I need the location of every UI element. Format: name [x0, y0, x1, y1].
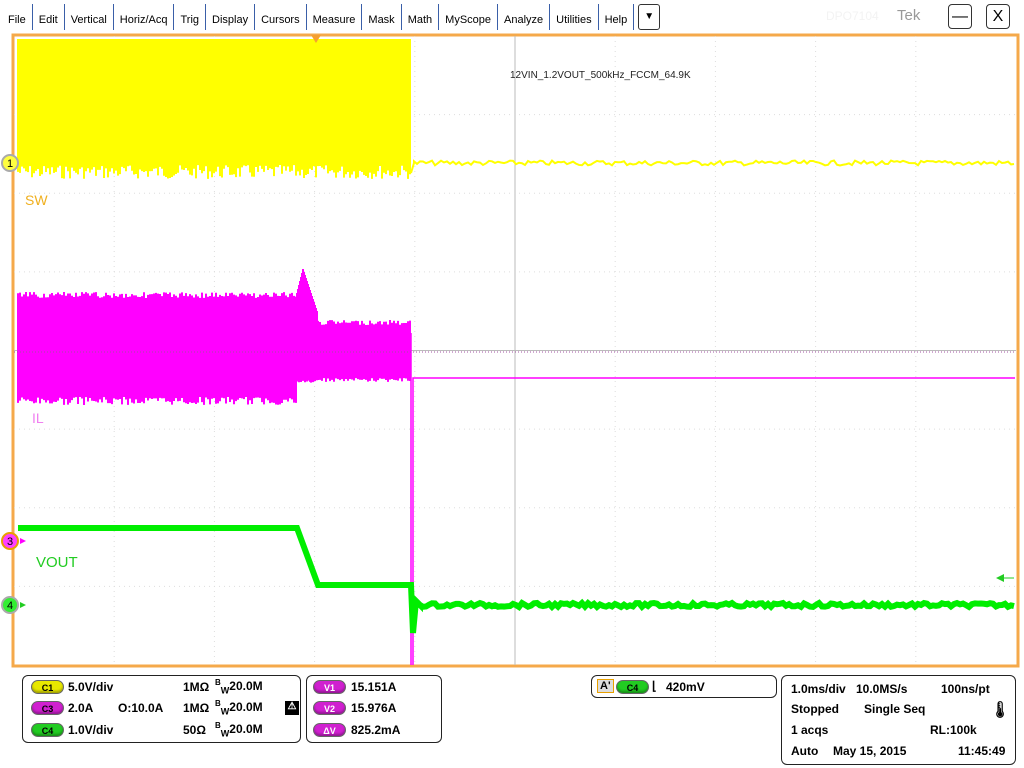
menu-more-button[interactable]: ▼ [638, 3, 661, 30]
thermometer-icon: 🌡 [990, 702, 1011, 719]
ch4-waveform [18, 525, 1015, 634]
close-button[interactable]: X [986, 4, 1010, 29]
menu-edit[interactable]: Edit [33, 3, 65, 30]
cursor-v2[interactable]: V2 15.976A [313, 701, 396, 715]
trigger-position-marker[interactable] [311, 35, 321, 43]
menu-horiz-acq[interactable]: Horiz/Acq [114, 3, 175, 30]
svg-text:4: 4 [7, 600, 13, 612]
menu-measure[interactable]: Measure [307, 3, 363, 30]
channel-c3-readout[interactable]: C3 2.0A O:10.0A 1MΩ BW20.0M ⚠ [31, 699, 299, 717]
menu-cursors[interactable]: Cursors [255, 3, 307, 30]
label-il: IL [32, 410, 44, 426]
ch1-marker[interactable]: 1 [1, 154, 19, 172]
label-vout: VOUT [36, 554, 78, 571]
acquisition-readout-panel[interactable]: 1.0ms/div 10.0MS/s 100ns/pt Stopped Sing… [781, 675, 1016, 765]
model-name: DPO7104 [826, 9, 879, 23]
menu-file[interactable]: File [0, 3, 33, 30]
channel-c4-readout[interactable]: C4 1.0V/div 50Ω BW20.0M [31, 721, 263, 739]
ch4-marker[interactable]: 4 [1, 596, 26, 614]
menu-bar: File Edit Vertical Horiz/Acq Trig Displa… [0, 0, 1024, 33]
menu-analyze[interactable]: Analyze [498, 3, 551, 30]
waveform-display[interactable]: 12VIN_1.2VOUT_500kHz_FCCM_64.9K SW IL VO… [0, 33, 1024, 673]
menu-vertical[interactable]: Vertical [65, 3, 114, 30]
warning-icon: ⚠ [285, 701, 299, 715]
ch3-marker[interactable]: 3 [1, 532, 26, 550]
label-sw: SW [25, 192, 48, 208]
svg-text:3: 3 [7, 536, 13, 548]
menu-trig[interactable]: Trig [174, 3, 207, 30]
screen-annotation: 12VIN_1.2VOUT_500kHz_FCCM_64.9K [510, 70, 691, 81]
menu-myscope[interactable]: MyScope [439, 3, 499, 30]
c1-badge[interactable]: C1 [31, 680, 64, 694]
menu-math[interactable]: Math [402, 3, 440, 30]
falling-edge-icon: ⌊ [652, 679, 657, 693]
c4-badge[interactable]: C4 [31, 723, 64, 737]
cursor-readout-panel: V1 15.151A V2 15.976A ΔV 825.2mA [306, 675, 442, 743]
cursor-v1[interactable]: V1 15.151A [313, 680, 396, 694]
svg-text:1: 1 [7, 158, 13, 170]
tek-logo: Tek [897, 7, 921, 24]
trigger-level-marker[interactable] [996, 574, 1004, 582]
cursor-delta[interactable]: ΔV 825.2mA [313, 723, 400, 737]
minimize-button[interactable]: — [948, 4, 972, 29]
menu-help[interactable]: Help [599, 3, 635, 30]
menu-utilities[interactable]: Utilities [550, 3, 599, 30]
channel-c1-readout[interactable]: C1 5.0V/div 1MΩ BW20.0M [31, 678, 263, 696]
menu-display[interactable]: Display [206, 3, 256, 30]
c3-badge[interactable]: C3 [31, 701, 64, 715]
trigger-readout-panel[interactable]: A' C4 ⌊ 420mV [591, 675, 777, 698]
channel-readout-panel: C1 5.0V/div 1MΩ BW20.0M C3 2.0A O:10.0A … [22, 675, 301, 743]
menu-mask[interactable]: Mask [362, 3, 402, 30]
